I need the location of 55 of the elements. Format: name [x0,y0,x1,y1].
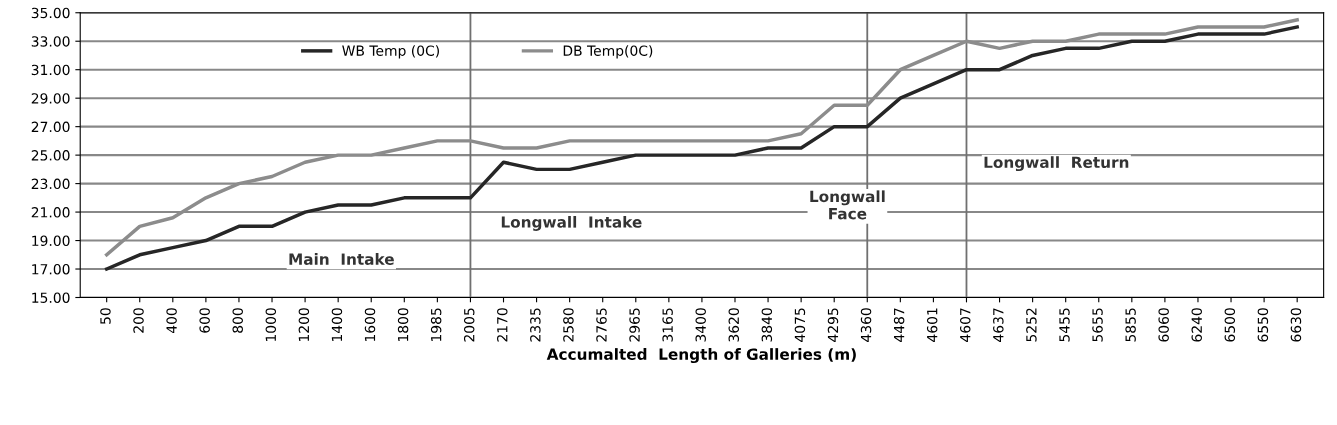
x-tick-label: 1985 [430,308,442,342]
annotation: Longwall Return [984,156,1129,172]
x-tick-label: 4295 [827,308,839,342]
annotation: Longwall Face [810,190,885,220]
x-tick-label: 6500 [1224,308,1236,342]
y-tick-label: 29.00 [31,93,70,104]
y-tick-label: 15.00 [32,292,70,303]
x-tick-label: 2765 [596,308,607,342]
x-axis-title: Accumalted Length of Galleries (m) [546,348,856,364]
y-tick-label: 17.00 [32,263,70,275]
x-tick-label: 6240 [1191,308,1202,342]
x-tick-label: 4601 [926,308,938,342]
x-tick-label: 2170 [497,308,508,342]
x-tick-label: 3620 [728,308,740,342]
x-tick-label: 5252 [1026,308,1037,342]
annotation: Main Intake [289,253,394,265]
y-tick-label: 27.00 [31,121,70,133]
x-tick-label: 6550 [1257,308,1269,342]
x-tick-label: 4360 [860,308,872,342]
x-tick-label: 2965 [629,308,640,342]
x-tick-label: 200 [133,308,144,333]
x-tick-label: 2005 [463,308,475,342]
x-tick-label: 4075 [794,308,806,342]
y-tick-label: 35.00 [31,7,70,19]
x-tick-label: 5455 [1059,308,1070,342]
y-tick-label: 23.00 [31,178,70,190]
x-tick-label: 1200 [298,308,310,342]
y-tick-label: 21.00 [31,207,70,218]
x-tick-label: 4607 [960,308,971,342]
x-tick-label: 800 [232,308,243,333]
x-tick-label: 6630 [1290,308,1302,342]
x-tick-label: 1800 [397,308,409,342]
x-tick-label: 3165 [662,308,673,342]
x-tick-label: 3840 [761,308,773,342]
x-tick-label: 600 [199,308,210,333]
x-tick-label: 3400 [695,308,706,342]
x-tick-label: 2580 [563,308,574,342]
x-tick-label: 4637 [993,308,1004,342]
y-tick-label: 33.00 [31,36,70,47]
x-tick-label: 5655 [1092,308,1103,342]
x-tick-label: 1000 [265,308,277,342]
x-tick-label: 2335 [530,308,541,342]
x-tick-label: 1400 [331,308,343,342]
x-tick-label: 6060 [1158,308,1169,342]
x-tick-label: 1600 [364,308,376,342]
y-tick-label: 25.00 [31,150,70,161]
y-tick-label: 19.00 [32,235,70,247]
legend-label: DB Temp(0C) [563,45,653,59]
x-tick-label: 5855 [1125,308,1136,342]
y-tick-label: 31.00 [31,64,70,76]
legend-label: WB Temp (0C) [342,45,439,59]
x-tick-label: 4487 [893,308,905,342]
x-tick-label: 50 [100,308,111,324]
x-tick-label: 400 [166,308,177,334]
annotation: Longwall Intake [501,216,642,231]
